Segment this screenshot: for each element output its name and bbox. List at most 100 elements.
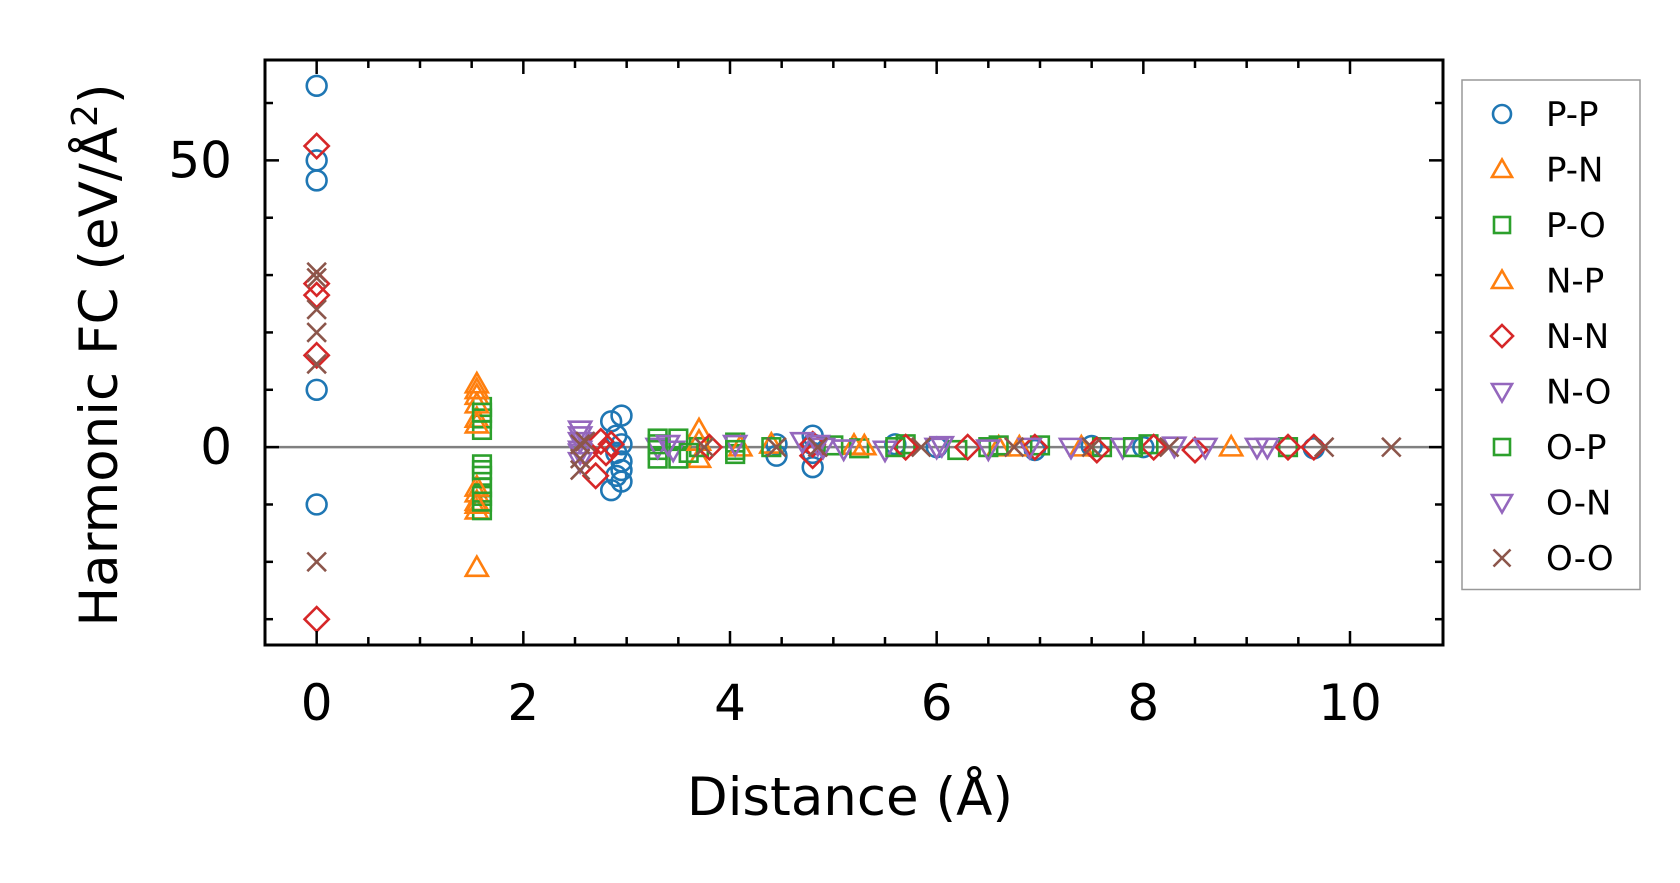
legend-label: O-N [1546,484,1611,524]
data-point [891,433,920,462]
data-point [975,439,1002,463]
data-point [463,376,491,400]
legend-label: P-O [1546,206,1606,246]
axes: 0 2 4 6 8 10 0 50 [168,58,1445,732]
legend-entry: O-P [1492,428,1606,468]
data-point [910,436,932,458]
data-point [1381,436,1402,458]
legend-marker [1492,548,1512,568]
data-point [871,440,899,464]
legend-marker [1489,493,1515,516]
plot-area [265,74,1443,634]
data-point [463,553,491,578]
data-point [306,267,327,289]
data-point [306,353,327,375]
data-point [761,437,782,458]
data-point [1192,437,1219,461]
legend-entry: O-O [1492,539,1614,579]
y-axis-label-close: ) [69,83,130,104]
data-point [306,551,327,573]
legend-entry: N-O [1489,373,1611,413]
data-point [807,436,829,458]
y-axis-label-main: Harmonic FC (eV/Å [66,127,130,627]
data-point [610,470,633,493]
y-tick-label: 0 [200,418,232,476]
data-point [1081,436,1102,458]
x-axis-label: Distance (Å) [687,764,1013,828]
y-tick-label: 50 [168,131,232,189]
legend-marker [1492,215,1512,235]
data-point [928,435,956,460]
x-tick-label: 4 [714,674,746,732]
legend-entry: P-N [1489,151,1603,191]
data-point [305,169,328,192]
data-point [1243,437,1271,461]
legend-entry: N-N [1489,317,1609,357]
legend-marker [1489,382,1515,405]
data-point [306,299,327,320]
legend-label: N-P [1546,262,1604,302]
data-point [947,439,968,461]
x-tick-label: 0 [301,674,333,732]
data-point [923,437,950,461]
data-point [306,322,327,343]
data-point [471,491,493,512]
legend-marker [1489,156,1515,179]
data-point [302,341,331,370]
data-point [1277,437,1299,458]
data-point [586,427,615,456]
data-point [581,461,610,490]
data-point [766,436,787,458]
data-point [471,402,493,423]
legend-label: P-P [1546,95,1599,135]
data-point [305,149,328,172]
x-tick-label: 6 [921,674,953,732]
x-tick-label: 8 [1127,674,1159,732]
legend-label: O-O [1546,539,1614,579]
data-point [1016,437,1043,461]
legend-label: N-O [1546,373,1611,413]
y-axis-label: Harmonic FC (eV/Å2) [65,83,130,626]
data-point [1217,433,1245,457]
series-n-n [302,132,1328,634]
data-point [610,458,633,482]
data-point [1313,436,1335,458]
data-point [765,433,788,456]
data-point [654,434,682,458]
data-point [1181,436,1209,464]
data-point [569,459,591,481]
data-point [1158,436,1180,458]
legend: P-P P-N P-O N-P N-N N-O O-P O-N O-O [1461,79,1641,591]
data-point [851,432,878,456]
data-point [305,74,328,98]
data-point [306,261,327,283]
series-p-n [463,370,1245,578]
data-point [471,459,493,481]
series-o-o [306,261,1402,573]
data-point [804,434,832,458]
data-point [1068,433,1095,457]
data-point [575,431,596,452]
data-point [305,493,328,516]
legend-label: P-N [1546,151,1603,191]
data-point [597,430,626,459]
data-point [610,404,633,427]
data-point [302,605,331,634]
data-point [471,454,493,475]
legend-entry: P-O [1492,206,1606,246]
data-point [1132,435,1155,459]
axes-frame [263,58,1445,647]
legend-marker [1492,437,1512,457]
data-point [830,439,857,463]
data-point [569,433,591,455]
y-axis-label-superscript: 2 [65,104,106,127]
data-point [727,433,754,457]
legend-marker [1489,267,1515,290]
data-point [302,281,331,310]
data-point [1139,433,1168,462]
legend-marker [1489,323,1515,349]
legend-entry: P-P [1491,95,1599,135]
data-point [647,448,668,469]
